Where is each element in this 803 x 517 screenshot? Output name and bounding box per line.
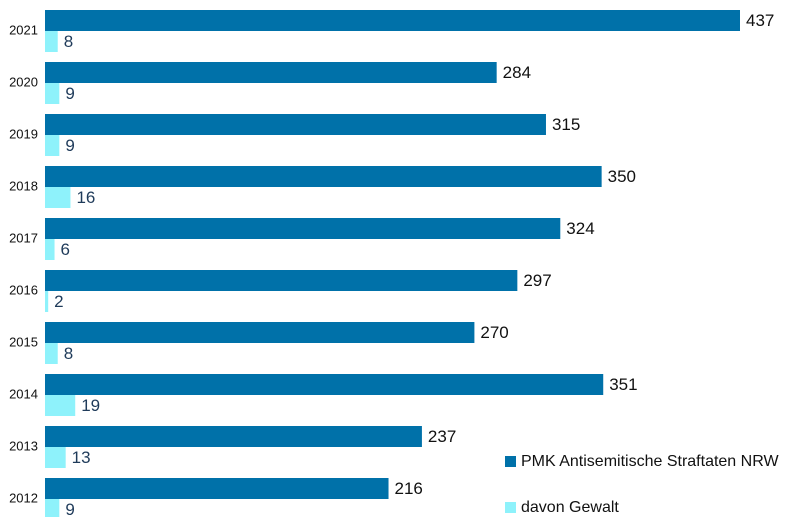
data-label: 2: [54, 292, 63, 311]
data-label: 284: [503, 63, 531, 82]
bar: [45, 10, 740, 31]
data-label: 216: [395, 479, 423, 498]
y-tick-label: 2019: [9, 126, 38, 141]
data-label: 8: [64, 32, 73, 51]
bar: [45, 218, 561, 239]
y-tick-label: 2013: [9, 438, 38, 453]
bar: [45, 447, 66, 468]
bar: [45, 135, 60, 156]
data-label: 6: [61, 240, 70, 259]
y-tick-label: 2020: [9, 74, 38, 89]
bar: [45, 239, 55, 260]
data-label: 8: [64, 344, 73, 363]
bar: [45, 322, 475, 343]
data-label: 9: [65, 84, 74, 103]
data-label: 324: [566, 219, 594, 238]
bar: [45, 291, 49, 312]
y-tick-label: 2014: [9, 386, 38, 401]
data-label: 9: [65, 500, 74, 517]
data-label: 270: [480, 323, 508, 342]
data-label: 350: [608, 167, 636, 186]
data-label: 437: [746, 11, 774, 30]
data-label: 9: [65, 136, 74, 155]
data-label: 13: [72, 448, 91, 467]
bar: [45, 499, 60, 517]
y-tick-label: 2012: [9, 490, 38, 505]
legend-swatch: [505, 456, 516, 467]
y-tick-label: 2015: [9, 334, 38, 349]
y-tick-label: 2018: [9, 178, 38, 193]
bar: [45, 62, 497, 83]
y-tick-label: 2016: [9, 282, 38, 297]
bar: [45, 31, 58, 52]
legend-label: PMK Antisemitische Straftaten NRW: [521, 453, 779, 470]
bar: [45, 83, 60, 104]
data-label: 351: [609, 375, 637, 394]
bar: [45, 270, 518, 291]
data-label: 237: [428, 427, 456, 446]
bar: [45, 478, 389, 499]
data-label: 16: [76, 188, 95, 207]
legend-swatch: [505, 502, 516, 513]
bar: [45, 426, 422, 447]
bar: [45, 114, 546, 135]
bar: [45, 343, 58, 364]
bar: [45, 395, 76, 416]
bar: [45, 374, 604, 395]
legend-label: davon Gewalt: [521, 499, 619, 516]
y-tick-label: 2021: [9, 22, 38, 37]
y-tick-label: 2017: [9, 230, 38, 245]
data-label: 19: [81, 396, 100, 415]
bar: [45, 166, 602, 187]
bar: [45, 187, 71, 208]
data-label: 315: [552, 115, 580, 134]
data-label: 297: [523, 271, 551, 290]
